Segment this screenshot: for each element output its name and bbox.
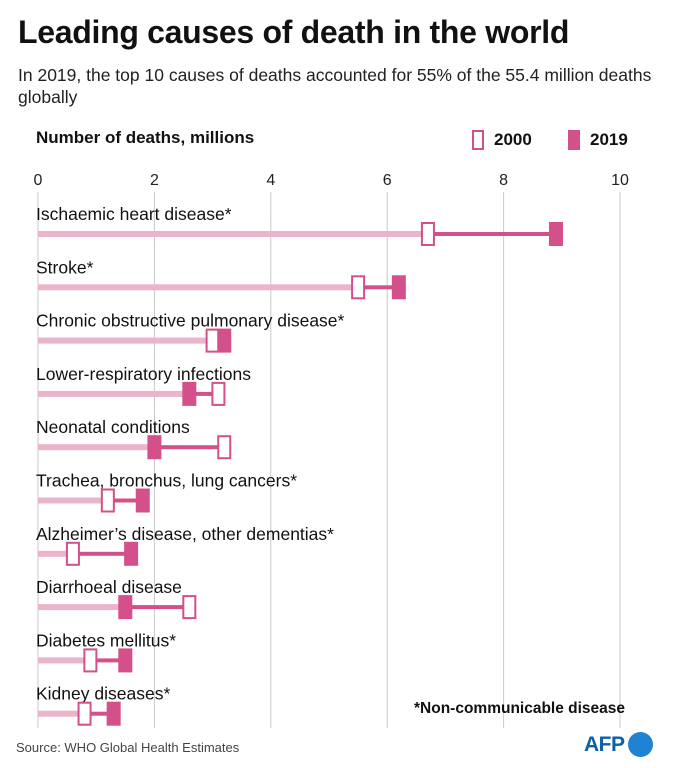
point-2019 [217, 328, 232, 353]
source-note: Source: WHO Global Health Estimates [16, 740, 240, 755]
afp-logo: AFP [584, 732, 653, 757]
point-2019 [124, 541, 139, 566]
category-label: Ischaemic heart disease* [36, 204, 232, 224]
category-label: Diarrhoeal disease [36, 577, 182, 597]
point-2019 [147, 435, 162, 460]
base-bar [38, 284, 359, 291]
x-tick-label-0: 0 [34, 172, 43, 189]
point-2019 [118, 648, 133, 673]
base-bar [38, 657, 91, 664]
point-2000 [182, 595, 197, 620]
change-connector [107, 498, 143, 503]
base-bar [38, 390, 190, 397]
change-connector [125, 605, 190, 610]
point-2019 [391, 275, 406, 300]
category-label: Alzheimer’s disease, other dementias* [36, 524, 334, 544]
category-label: Stroke* [36, 257, 94, 277]
point-2000 [77, 701, 92, 726]
point-2000 [351, 275, 366, 300]
change-connector [358, 285, 399, 290]
point-2000 [83, 648, 98, 673]
point-2000 [420, 222, 435, 246]
logo-text: AFP [584, 732, 625, 756]
base-bar [38, 497, 108, 504]
point-2000 [217, 435, 232, 460]
base-bar [38, 604, 126, 611]
base-bar [38, 337, 213, 344]
legend-label-2019: 2019 [590, 130, 628, 149]
point-2019 [548, 222, 563, 246]
category-label: Trachea, bronchus, lung cancers* [36, 471, 297, 491]
change-connector [154, 445, 225, 450]
category-label: Chronic obstructive pulmonary disease* [36, 311, 345, 331]
point-2019 [118, 595, 133, 620]
base-bar [38, 710, 85, 717]
point-2019 [135, 488, 150, 513]
category-label: Neonatal conditions [36, 417, 190, 437]
filled-marker-icon [568, 130, 580, 150]
logo-circle-icon [627, 732, 653, 757]
x-tick-label-10: 10 [611, 172, 629, 189]
point-2019 [182, 381, 197, 406]
chart-subtitle: In 2019, the top 10 causes of deaths acc… [18, 65, 652, 107]
base-bar [38, 444, 155, 451]
hollow-marker-icon [472, 130, 484, 150]
point-2000 [211, 381, 226, 406]
legend-label-2000: 2000 [494, 130, 532, 149]
change-connector [84, 711, 114, 716]
chart-title: Leading causes of death in the world [18, 14, 570, 50]
base-bar [38, 231, 428, 237]
x-tick-label-6: 6 [383, 172, 392, 189]
category-label: Diabetes mellitus* [36, 630, 176, 650]
legend-item-2000: 2000 [472, 128, 532, 152]
x-tick-label-8: 8 [499, 172, 508, 189]
point-2000 [65, 541, 80, 566]
x-tick-label-2: 2 [150, 172, 159, 189]
category-label: Kidney diseases* [36, 684, 170, 704]
category-label: Lower-respiratory infections [36, 364, 251, 384]
change-connector [427, 232, 556, 236]
x-axis-label: Number of deaths, millions [36, 128, 255, 147]
change-connector [189, 391, 219, 396]
base-bar [38, 550, 73, 557]
change-connector [90, 658, 126, 663]
point-2000 [205, 328, 220, 353]
point-2019 [106, 701, 121, 726]
change-connector [72, 551, 132, 556]
point-2000 [100, 488, 115, 513]
x-tick-label-4: 4 [266, 172, 275, 189]
legend-item-2019: 2019 [568, 128, 628, 152]
footnote: *Non-communicable disease [414, 700, 626, 717]
